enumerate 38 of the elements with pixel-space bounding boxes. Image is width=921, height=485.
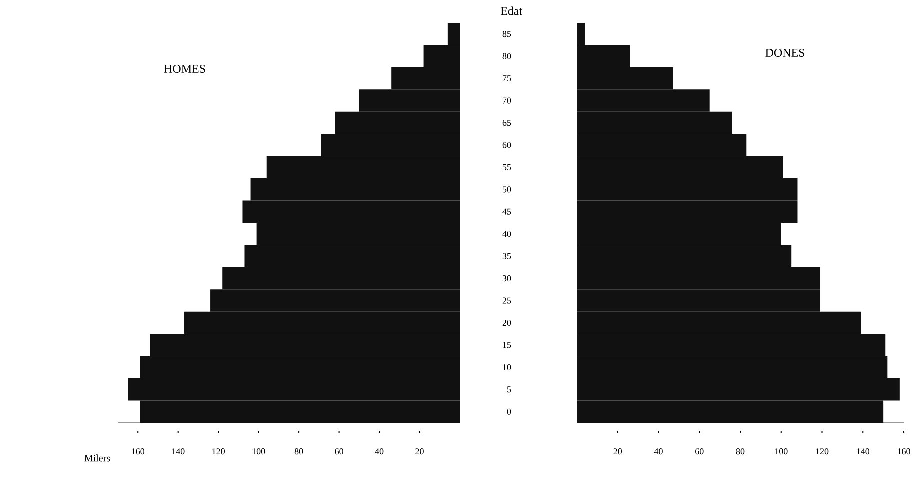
x-tick-label: 60	[335, 448, 344, 455]
x-tick-label: 120	[212, 448, 225, 455]
y-tick-label: 45	[502, 208, 512, 215]
y-tick-label: 80	[502, 53, 512, 60]
y-tick-label: 70	[503, 98, 512, 104]
x-tick-label: 120	[816, 448, 829, 455]
x-tick-label: 40	[375, 448, 384, 455]
text: HOMES	[164, 64, 206, 74]
y-tick-label: 0	[507, 408, 512, 415]
x-tick-label: 20	[614, 448, 622, 455]
y-tick-label: 30	[502, 276, 512, 282]
y-tick-label: 25	[502, 298, 512, 304]
text: DONES	[766, 48, 805, 58]
y-tick-label: 55	[502, 164, 512, 170]
x-tick-label: 40	[654, 448, 663, 455]
y-tick-label: 75	[503, 76, 512, 82]
y-tick-label: 15	[503, 342, 512, 348]
x-tick-label: 140	[172, 448, 185, 455]
y-tick-label: 5	[507, 386, 512, 393]
x-axis-title: Milers	[84, 454, 110, 462]
y-tick-label: 60	[502, 142, 512, 148]
x-tick-label: 60	[696, 448, 704, 455]
y-tick-label: 50	[502, 186, 512, 193]
x-tick-label: 20	[416, 448, 424, 455]
x-tick-label: 160	[898, 448, 910, 455]
x-tick-label: 80	[736, 448, 745, 455]
y-tick-label: 35	[502, 253, 512, 260]
x-tick-label: 80	[294, 448, 304, 455]
y-tick-label: 20	[502, 320, 512, 326]
x-tick-label: 160	[132, 448, 145, 455]
x-tick-label: 100	[252, 448, 266, 455]
x-tick-label: 100	[775, 448, 788, 455]
x-tick-label: 140	[857, 448, 870, 455]
y-tick-label: 65	[502, 120, 512, 126]
y-tick-label: 85	[502, 31, 512, 38]
y-tick-label: 40	[502, 231, 512, 238]
y-tick-label: 10	[503, 364, 512, 370]
y-axis-title: Edat	[500, 6, 523, 16]
